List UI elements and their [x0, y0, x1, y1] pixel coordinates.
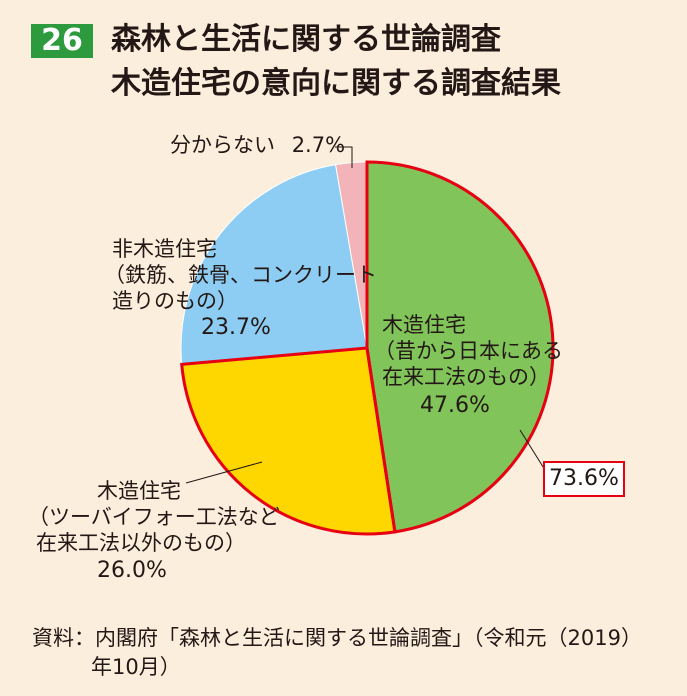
slice-label-line: （鉄筋、鉄骨、コンクリート	[104, 263, 377, 287]
slice-label-line: 在来工法以外のもの）	[36, 531, 246, 555]
source-line-1: 資料：内閣府「森林と生活に関する世論調査」（令和元（2019）	[32, 626, 642, 650]
slice-label-wooden-traditional: 木造住宅 （昔から日本にある 在来工法のもの）	[374, 312, 563, 390]
slice-value-wooden-traditional: 47.6%	[420, 393, 490, 418]
slice-label-line: 造りのもの）	[112, 289, 238, 313]
slice-value-dont-know: 2.7%	[291, 133, 346, 157]
slice-value-non-wooden: 23.7%	[201, 315, 271, 340]
slice-label-wooden-other: 木造住宅 （ツーバイフォー工法など 在来工法以外のもの）	[28, 478, 280, 556]
source-note: 資料：内閣府「森林と生活に関する世論調査」（令和元（2019） 年10月）	[32, 624, 642, 682]
slice-label-non-wooden: 非木造住宅 （鉄筋、鉄骨、コンクリート 造りのもの）	[104, 236, 377, 314]
leader-line-highlight-total	[519, 429, 546, 471]
slice-label-line: 在来工法のもの）	[382, 365, 550, 389]
slice-label-line: 分からない	[170, 133, 275, 157]
leader-line-wooden-other	[185, 461, 263, 484]
pie-slice-highlight-outline-1	[180, 346, 397, 536]
highlight-total-box: 73.6%	[543, 461, 625, 497]
slice-label-line: 非木造住宅	[112, 237, 217, 261]
slice-label-line: 木造住宅	[97, 479, 181, 503]
source-line-2: 年10月）	[91, 655, 181, 679]
leader-line-dont-know	[335, 146, 353, 168]
slice-label-dont-know: 分からない 2.7%	[170, 132, 345, 158]
slice-label-line: （ツーバイフォー工法など	[28, 505, 280, 529]
slice-label-line: 木造住宅	[382, 313, 466, 337]
pie-slice-highlight-outline-0	[365, 160, 555, 534]
chart-title-line-2: 木造住宅の意向に関する調査結果	[111, 66, 561, 101]
chart-title-line-1: 森林と生活に関する世論調査	[111, 22, 501, 57]
slice-label-line: （昔から日本にある	[374, 339, 563, 363]
slice-value-wooden-other: 26.0%	[97, 558, 167, 583]
figure-number-badge: 26	[31, 24, 93, 58]
pie-slice-2	[180, 164, 368, 365]
